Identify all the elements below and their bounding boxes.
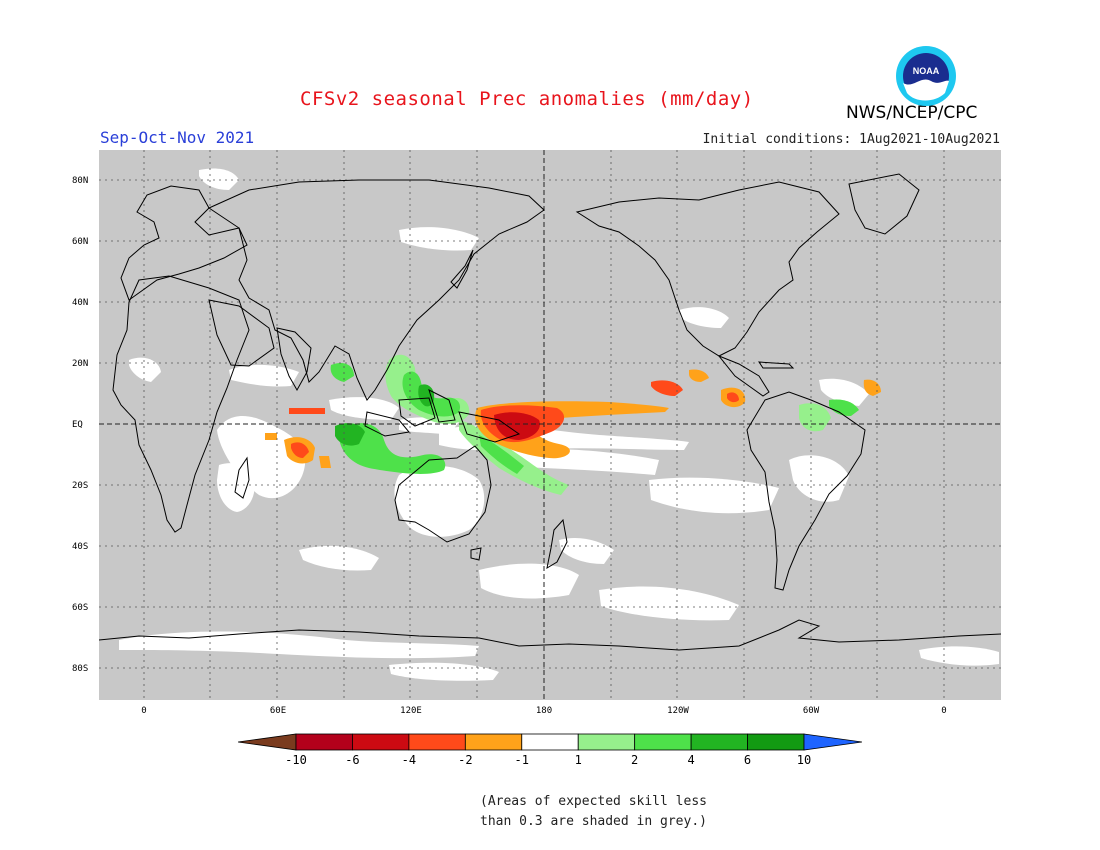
australia-outline	[394, 445, 492, 543]
precip-anomaly-map	[99, 150, 1001, 700]
logo-text: NOAA	[913, 66, 940, 76]
colorbar-arrow-low	[238, 733, 297, 751]
colorbar-swatch	[747, 733, 805, 751]
europe-outline	[120, 185, 248, 301]
lat-label-60s: 60S	[72, 603, 89, 613]
colorbar-tick-label: -1	[514, 753, 529, 767]
lat-label-60n: 60N	[72, 237, 89, 247]
season-label: Sep-Oct-Nov 2021	[100, 128, 255, 147]
colorbar-tick-label: -10	[285, 753, 307, 767]
lat-label-80s: 80S	[72, 664, 89, 674]
lon-label-0-east: 0	[941, 706, 947, 716]
africa-outline	[112, 275, 250, 533]
lat-label-40s: 40S	[72, 542, 89, 552]
asia-outline	[207, 179, 545, 401]
greenland-outline	[848, 173, 920, 235]
lat-label-20s: 20S	[72, 481, 89, 491]
lon-label-120w: 120W	[667, 706, 689, 716]
lat-label-20n: 20N	[72, 359, 89, 369]
colorbar-tick-label: 2	[631, 753, 639, 767]
lat-label-eq: EQ	[72, 420, 83, 430]
colorbar-swatch	[690, 733, 748, 751]
colorbar-tick-label: 6	[743, 753, 752, 767]
colorbar-swatch	[408, 733, 466, 751]
skill-note-line2: than 0.3 are shaded in grey.)	[480, 814, 707, 829]
gridlines	[99, 150, 1001, 700]
positive-anomaly-areas	[330, 354, 859, 495]
colorbar-tick-label: 1	[574, 753, 582, 767]
north-america-outline	[575, 181, 840, 357]
colorbar-tick-label: 10	[796, 753, 812, 767]
lon-label-60w: 60W	[802, 706, 820, 716]
skill-note-line1: (Areas of expected skill less	[480, 794, 707, 809]
lat-label-40n: 40N	[72, 298, 89, 308]
colorbar-tick-label: 4	[687, 753, 695, 767]
colorbar	[238, 733, 862, 751]
negative-anomaly-areas	[265, 369, 881, 468]
antarctica-outline	[99, 619, 1001, 651]
lon-label-60e: 60E	[269, 706, 287, 716]
coastlines	[99, 173, 1001, 651]
equator-and-dateline	[99, 150, 1001, 700]
colorbar-swatch	[295, 733, 353, 751]
map-title: CFSv2 seasonal Prec anomalies (mm/day)	[300, 88, 754, 110]
noaa-logo: NOAA	[896, 46, 956, 106]
colorbar-arrow-high	[803, 733, 862, 751]
lat-label-80n: 80N	[72, 176, 89, 186]
agency-label: NWS/NCEP/CPC	[846, 103, 978, 123]
skill-note: (Areas of expected skill less than 0.3 a…	[480, 792, 707, 832]
colorbar-swatch	[464, 733, 523, 751]
lon-label-0-west: 0	[141, 706, 147, 716]
south-america-outline	[746, 391, 866, 591]
lon-label-180: 180	[535, 706, 553, 716]
colorbar-swatch	[634, 733, 692, 751]
colorbar-swatch	[577, 733, 636, 751]
lon-label-120e: 120E	[400, 706, 422, 716]
initial-conditions-label: Initial conditions: 1Aug2021-10Aug2021	[702, 132, 1000, 147]
colorbar-tick-label: -4	[401, 753, 417, 767]
colorbar-tick-label: -6	[345, 753, 360, 767]
colorbar-tick-label: -2	[458, 753, 473, 767]
colorbar-swatch	[521, 733, 579, 751]
colorbar-swatch	[352, 733, 410, 751]
